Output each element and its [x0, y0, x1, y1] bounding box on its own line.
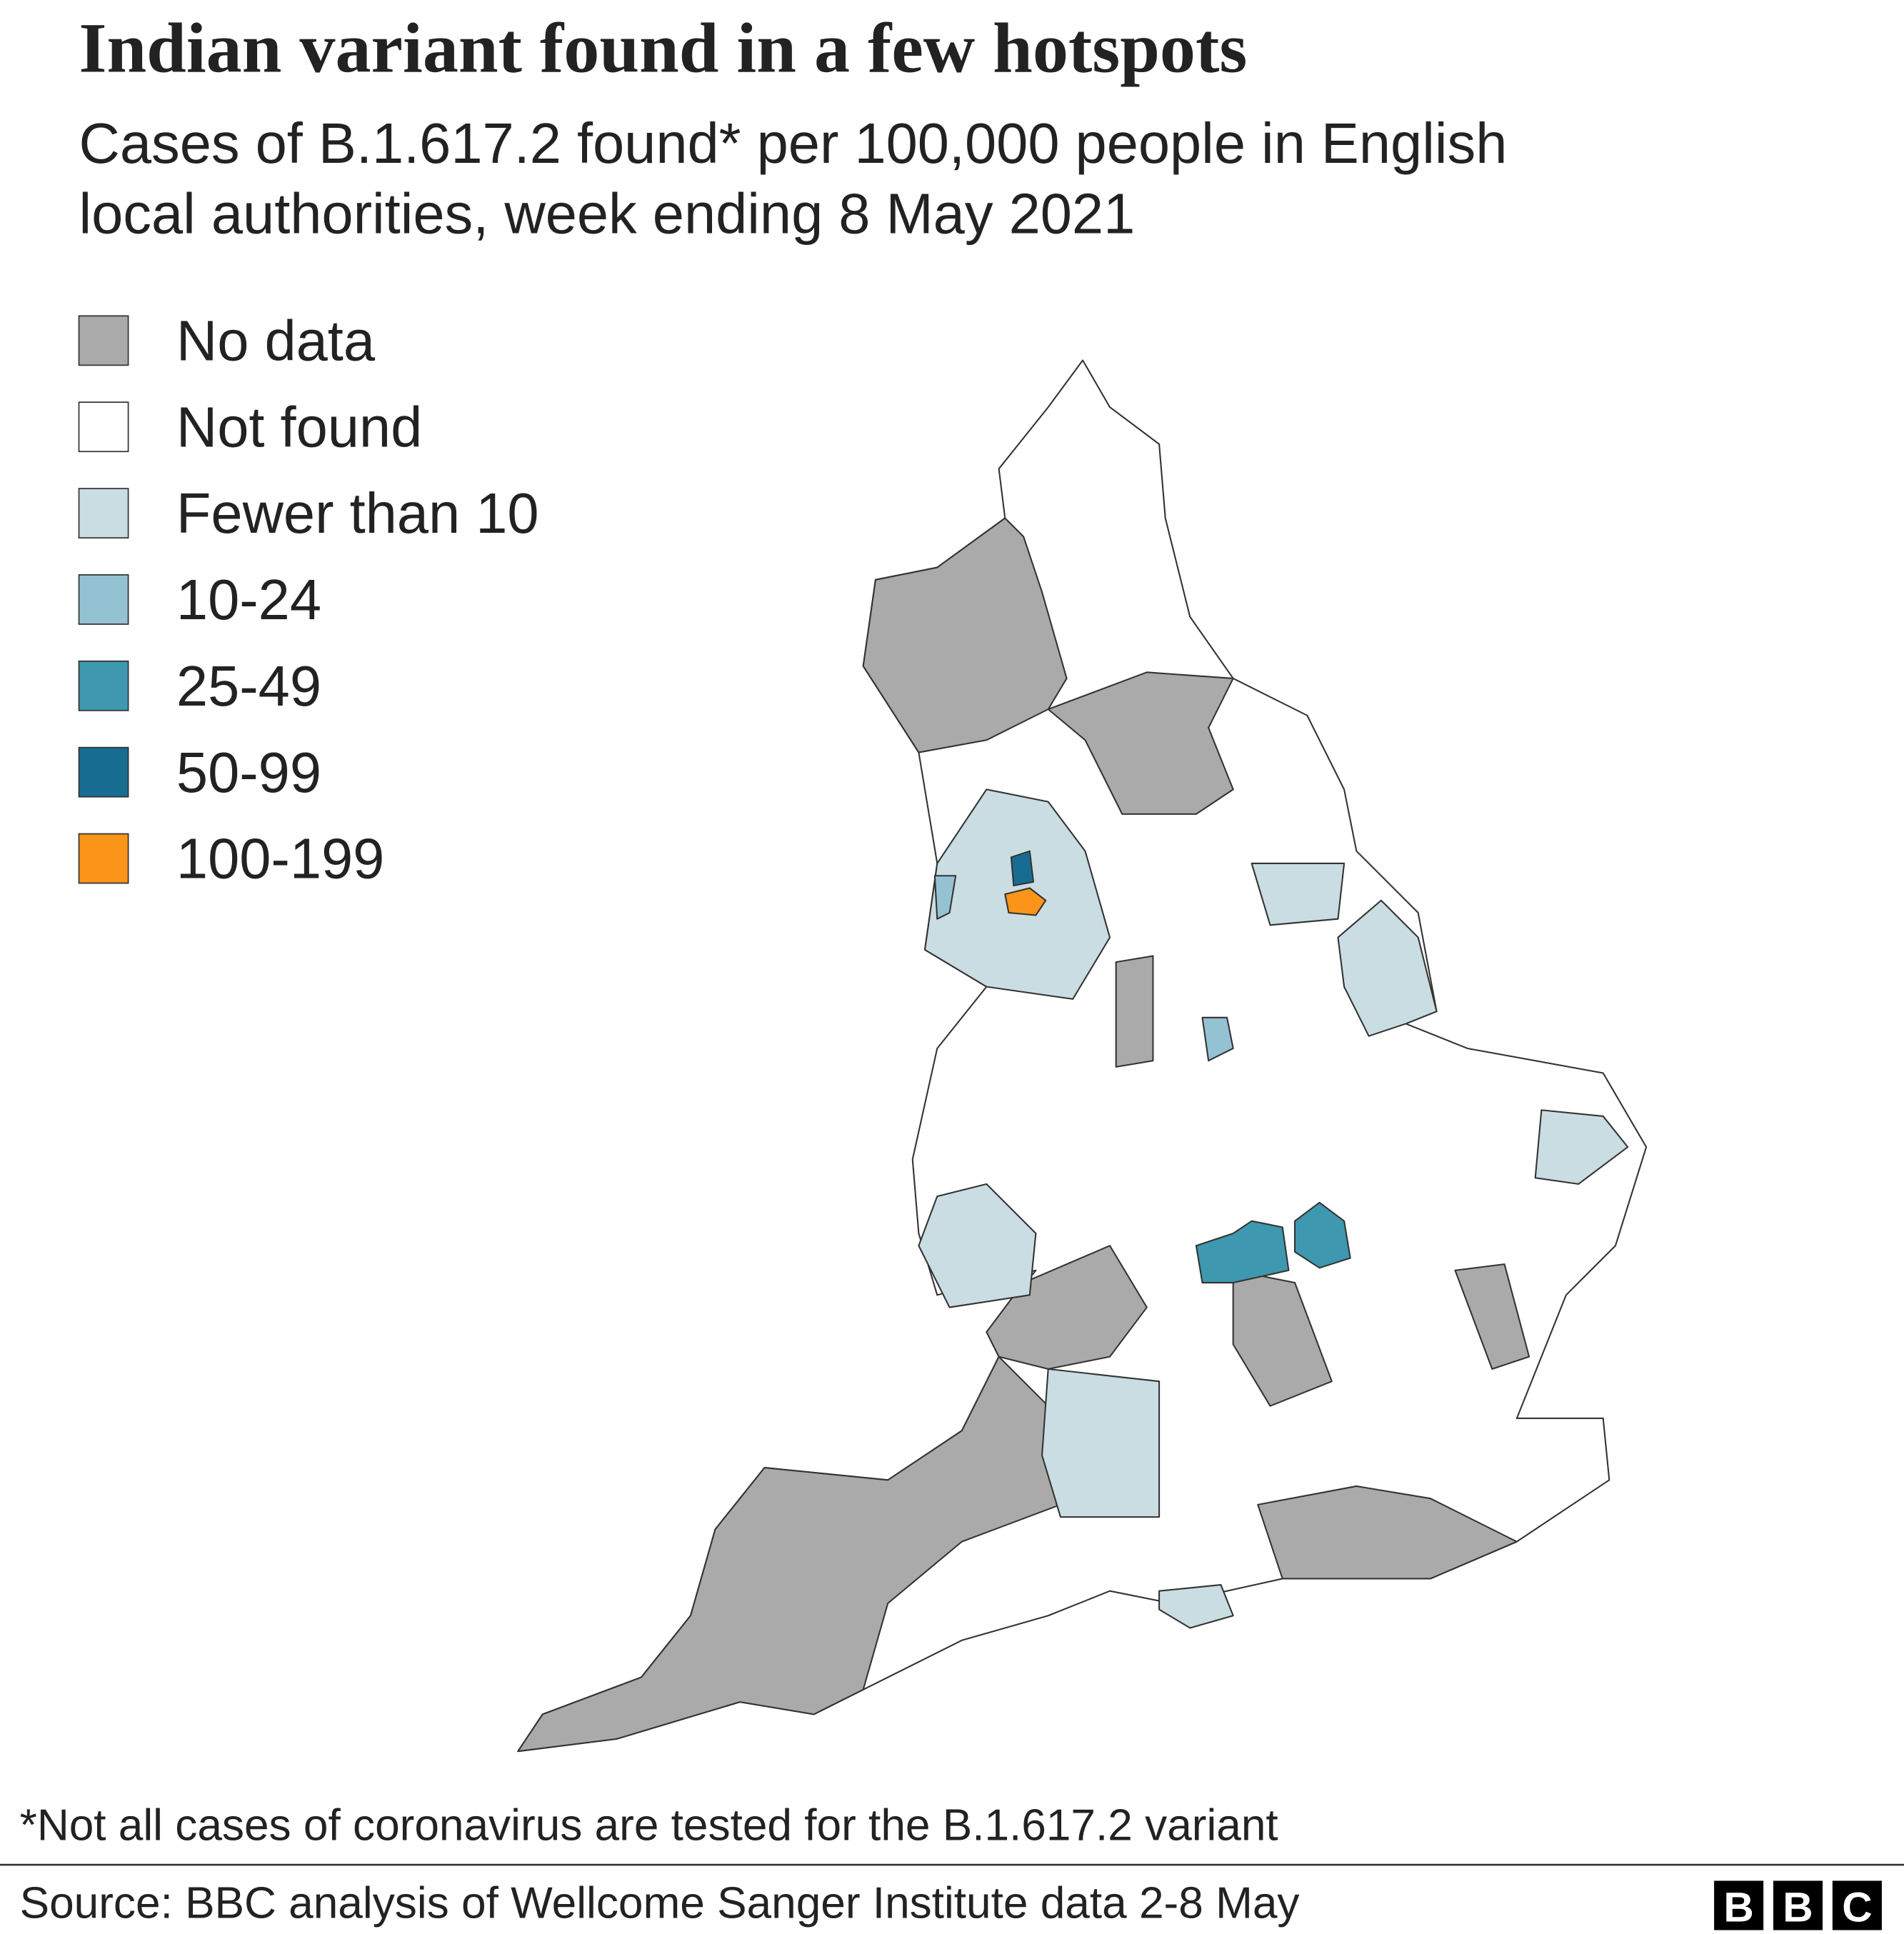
- region: [1115, 955, 1154, 1068]
- legend-label: Not found: [176, 395, 422, 459]
- legend-swatch: [78, 488, 129, 538]
- subtitle: Cases of B.1.617.2 found* per 100,000 pe…: [79, 111, 1508, 175]
- region: [918, 1183, 1037, 1308]
- map: [517, 359, 1648, 1753]
- region: [1004, 887, 1047, 916]
- region: [933, 875, 957, 920]
- legend-label: 25-49: [176, 654, 321, 718]
- legend-label: No data: [176, 309, 376, 372]
- logo-box: [1832, 1880, 1882, 1930]
- region: [1041, 1368, 1161, 1518]
- region: [1201, 1016, 1234, 1062]
- subtitle: local authorities, week ending 8 May 202…: [79, 182, 1136, 246]
- logo-letter: B: [1723, 1884, 1753, 1930]
- region: [1454, 1263, 1530, 1370]
- region: [1010, 850, 1034, 887]
- logo-box: [1773, 1880, 1823, 1930]
- region: [1337, 899, 1438, 1037]
- region: [1158, 1584, 1234, 1629]
- region: [1293, 1201, 1351, 1269]
- region: [517, 1356, 1061, 1753]
- footnote: *Not all cases of coronavirus are tested…: [20, 1800, 1278, 1850]
- legend-swatch: [78, 401, 129, 453]
- source: Source: BBC analysis of Wellcome Sanger …: [20, 1878, 1300, 1928]
- region: [1047, 671, 1234, 815]
- region: [1257, 1485, 1518, 1580]
- legend-swatch: [78, 315, 129, 366]
- legend-swatch: [78, 574, 129, 625]
- legend-swatch: [78, 833, 129, 884]
- legend: No data Not found Fewer than 10 10-24 25-49 5…: [78, 309, 539, 891]
- legend-label: Fewer than 10: [176, 481, 539, 545]
- region: [1195, 1220, 1290, 1284]
- legend-swatch: [78, 746, 129, 798]
- region: [1534, 1109, 1629, 1185]
- legend-label: 10-24: [176, 568, 321, 631]
- legend-label: 100-199: [176, 827, 384, 891]
- logo-letter: B: [1783, 1884, 1813, 1930]
- logo-box: [1714, 1880, 1764, 1930]
- region: [1251, 862, 1346, 926]
- region: [1232, 1269, 1333, 1407]
- title: Indian variant found in a few hotspots: [79, 8, 1248, 87]
- logo-letter: C: [1842, 1884, 1872, 1930]
- region: [986, 1245, 1148, 1370]
- legend-swatch: [78, 660, 129, 711]
- legend-label: 50-99: [176, 741, 321, 804]
